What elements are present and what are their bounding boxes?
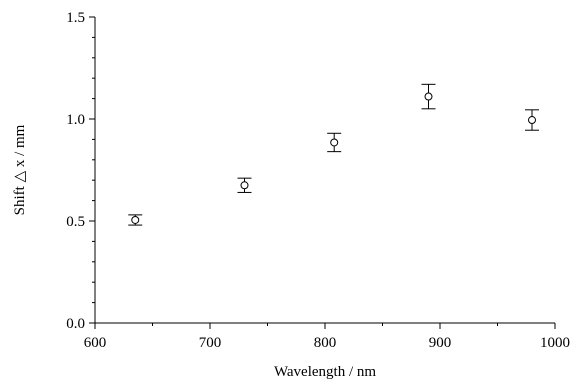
data-points	[128, 83, 539, 226]
data-point	[330, 138, 339, 147]
data-point-group	[128, 214, 143, 226]
data-point-group	[525, 109, 539, 131]
y-axis-label: Shift △ x / mm	[12, 124, 28, 215]
data-point	[528, 116, 536, 125]
data-point	[240, 181, 249, 190]
y-tick-label: 1.0	[66, 112, 85, 128]
x-tick-label: 800	[314, 335, 337, 351]
x-ticks: 600 700 800 900 1000	[84, 323, 570, 351]
data-point-group	[327, 132, 342, 153]
axes	[94, 17, 555, 324]
data-point	[424, 92, 433, 101]
x-tick-label: 900	[429, 335, 452, 351]
x-tick-label: 700	[199, 335, 222, 351]
data-point-group	[421, 83, 436, 110]
y-tick-label: 1.5	[66, 10, 85, 26]
x-axis-label: Wavelength / nm	[274, 364, 376, 379]
data-point-group	[237, 177, 252, 193]
x-tick-label: 1000	[540, 335, 570, 351]
y-tick-label: 0.5	[66, 214, 85, 230]
x-tick-label: 600	[84, 335, 107, 351]
y-tick-label: 0.0	[66, 316, 85, 332]
data-point	[131, 215, 140, 224]
y-ticks: 0.0 0.5 1.0 1.5	[66, 10, 95, 332]
